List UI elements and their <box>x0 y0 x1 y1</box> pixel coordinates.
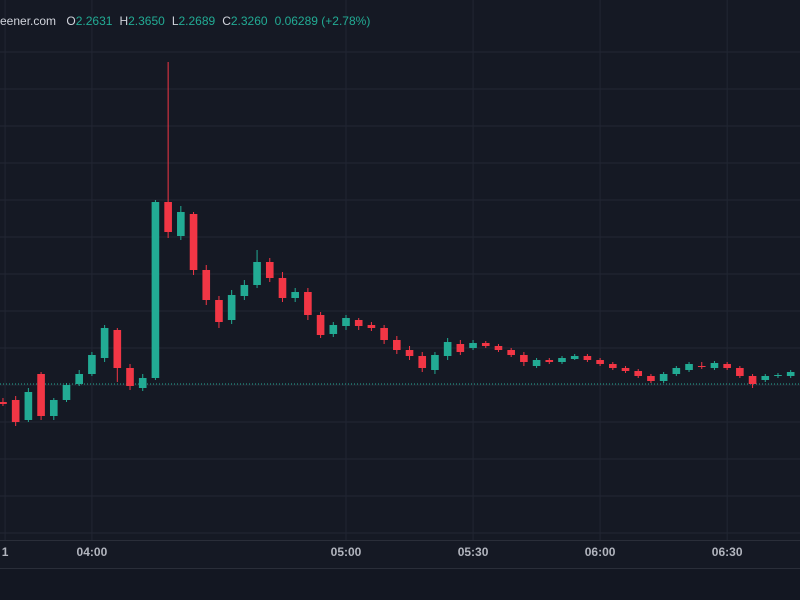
candle-body <box>304 292 312 315</box>
candle-body <box>723 364 731 368</box>
candle-body <box>367 325 376 328</box>
x-tick-label: 05:30 <box>458 545 489 559</box>
candle-body <box>49 400 58 416</box>
candle-body <box>545 360 554 362</box>
candle-body <box>75 374 84 384</box>
candle-body <box>62 385 71 400</box>
ohlc-label: O <box>66 14 76 28</box>
candle-body <box>0 402 7 404</box>
candle-body <box>253 262 261 285</box>
x-tick-label: 04:00 <box>77 545 108 559</box>
candle-body <box>697 366 706 367</box>
ohlc-value: 2.2631 <box>75 14 113 28</box>
x-tick-label: 05:00 <box>331 545 362 559</box>
candle-body <box>88 355 96 374</box>
candle-body <box>685 364 693 370</box>
source: eener.com <box>0 14 57 28</box>
candle-body <box>418 356 427 368</box>
x-tick-label: 06:30 <box>712 545 743 559</box>
candle-body <box>113 330 122 368</box>
bottom-toolbar <box>0 568 800 600</box>
candle-body <box>659 374 668 381</box>
candle-body <box>558 358 566 362</box>
candle-body <box>647 376 655 381</box>
candle-body <box>405 350 414 356</box>
candle-body <box>583 356 592 360</box>
candle-body <box>202 270 211 300</box>
candle-body <box>786 372 795 376</box>
candle-body <box>215 300 223 322</box>
candle-body <box>672 368 681 374</box>
candle-body <box>621 368 630 371</box>
candle-body <box>24 392 33 420</box>
candle-body <box>342 318 350 326</box>
candle-body <box>736 368 744 376</box>
candle-body <box>748 376 757 384</box>
candle-body <box>710 363 719 368</box>
candle-body <box>164 202 172 232</box>
candle-body <box>431 355 439 370</box>
candle-body <box>11 400 20 422</box>
candle-body <box>278 278 287 298</box>
change: 0.06289 (+2.78%) <box>274 14 371 28</box>
candle-body <box>532 360 541 366</box>
x-tick-label: 1 <box>2 545 9 559</box>
candle-body <box>596 360 604 364</box>
x-tick-label: 06:00 <box>585 545 616 559</box>
candle-body <box>507 350 515 355</box>
candle-body <box>469 343 477 348</box>
candle-body <box>329 325 338 334</box>
ohlc-label: L <box>171 14 179 28</box>
candle-body <box>774 375 782 376</box>
ohlc-label: H <box>119 14 129 28</box>
candle-body <box>316 315 325 335</box>
candle-body <box>189 214 198 270</box>
candle-body <box>177 212 185 236</box>
candle-body <box>456 344 465 352</box>
candle-body <box>100 328 109 358</box>
candle-body <box>151 202 160 378</box>
candle-body <box>608 364 617 368</box>
candle-body <box>570 356 579 359</box>
ohlc-value: 2.2689 <box>178 14 216 28</box>
candle-body <box>443 342 452 356</box>
ohlc-header: eener.com O2.2631 H2.3650 L2.2689 C2.3260 0.… <box>0 14 370 28</box>
candle-body <box>481 343 490 346</box>
candle-body <box>37 374 45 416</box>
ohlc-value: 2.3260 <box>230 14 268 28</box>
candle-body <box>126 368 134 386</box>
candle-body <box>393 340 401 350</box>
candle-body <box>380 328 388 340</box>
candle-body <box>265 262 274 278</box>
candle-body <box>494 346 503 350</box>
candle-body <box>520 355 528 362</box>
ohlc-value: 2.3650 <box>128 14 165 28</box>
candle-body <box>240 285 249 296</box>
ohlc-label: C <box>222 14 231 28</box>
candle-body <box>138 378 147 388</box>
candle-body <box>634 371 643 376</box>
candle-body <box>761 376 770 380</box>
candle-body <box>354 320 363 326</box>
candle-body <box>291 292 299 298</box>
candle-body <box>227 295 236 320</box>
